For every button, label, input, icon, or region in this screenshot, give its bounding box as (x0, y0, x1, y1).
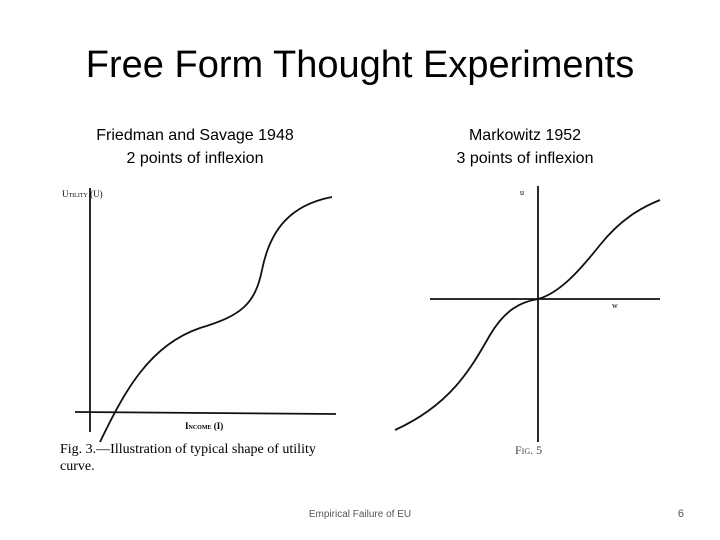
caption-line: 2 points of inflexion (126, 150, 264, 167)
caption: Markowitz 1952 3 points of inflexion (375, 124, 675, 170)
caption-line: Markowitz 1952 (468, 127, 582, 144)
caption-line: 3 points of inflexion (456, 150, 594, 167)
caption: Friedman and Savage 1948 2 points of inf… (45, 124, 345, 170)
axis (74, 411, 337, 415)
figure-caption: Fig. 5 (515, 443, 543, 457)
utility-curve (99, 196, 333, 443)
footer: Empirical Failure of EU (308, 509, 412, 520)
caption-line: Friedman and Savage 1948 (96, 127, 294, 144)
title: Free Form Thought Experiments (85, 44, 635, 86)
x-label: w (612, 301, 618, 310)
page-number: 6 (677, 508, 684, 520)
y-label: Utility (U) (62, 189, 103, 199)
x-label: Income (I) (185, 421, 224, 431)
figure-caption: Fig. 3.—Illustration of typical shape of… (60, 442, 316, 474)
utility-curve (394, 199, 661, 431)
y-label: u (520, 188, 524, 197)
